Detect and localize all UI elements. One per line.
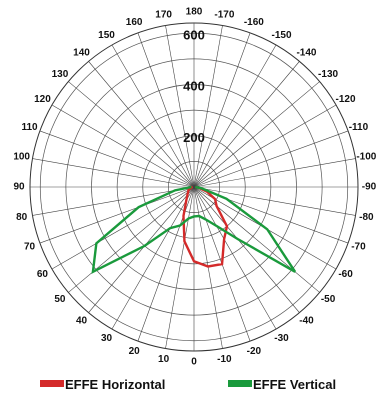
grid-spoke [32, 186, 195, 216]
angle-label: -80 [359, 212, 374, 223]
angle-label: -170 [214, 9, 234, 20]
grid-spoke [39, 130, 195, 188]
polar-grid [29, 22, 359, 352]
angle-label: -150 [271, 30, 291, 41]
radial-tick-label: 200 [183, 130, 205, 145]
angle-label: 10 [158, 354, 170, 365]
angle-label: 60 [37, 269, 49, 280]
grid-spoke [32, 158, 195, 188]
angle-label: 70 [24, 241, 36, 252]
grid-spoke [193, 130, 349, 188]
angle-label: -130 [318, 69, 338, 80]
grid-spoke [88, 61, 195, 188]
angle-label: 30 [101, 333, 113, 344]
angle-label: -140 [296, 48, 316, 59]
angle-label: -10 [217, 354, 232, 365]
angle-label: 110 [21, 122, 38, 133]
grid-spoke [193, 186, 223, 349]
legend-label: EFFE Horizontal [65, 377, 165, 392]
grid-spoke [111, 186, 195, 330]
angle-label: -160 [244, 17, 264, 28]
series-line-effe-horizontal [182, 185, 229, 268]
grid-spoke [88, 186, 195, 313]
angle-label: 40 [76, 316, 88, 327]
grid-spoke [68, 186, 195, 293]
grid-spoke [193, 61, 300, 188]
angle-label: -120 [336, 94, 356, 105]
angle-label: 120 [34, 94, 51, 105]
angle-label: 150 [98, 30, 115, 41]
angle-label: -20 [247, 346, 262, 357]
angle-label: 90 [13, 182, 25, 193]
angle-label: 130 [52, 69, 69, 80]
legend: EFFE Horizontal EFFE Vertical [40, 377, 336, 392]
angle-labels: 1801701601501401301201101009080706050403… [13, 7, 376, 368]
radial-labels: 200 400 600 [183, 27, 205, 145]
angle-label: -100 [356, 151, 376, 162]
grid-spoke [111, 44, 195, 188]
grid-spoke [165, 25, 195, 188]
grid-spoke [193, 32, 251, 188]
legend-swatch [40, 380, 64, 387]
angle-label: -90 [362, 182, 377, 193]
grid-spoke [193, 186, 320, 293]
angle-label: 50 [54, 294, 66, 305]
angle-label: -110 [349, 122, 369, 133]
grid-spoke [51, 186, 195, 270]
legend-swatch [228, 380, 252, 387]
grid-spoke [137, 32, 195, 188]
grid-spoke [68, 81, 195, 188]
radial-tick-label: 600 [183, 27, 205, 42]
grid-spoke [193, 158, 356, 188]
grid-spoke [193, 25, 223, 188]
angle-label: 160 [126, 17, 143, 28]
grid-spoke [193, 81, 320, 188]
angle-label: 100 [13, 151, 30, 162]
grid-spoke [193, 186, 356, 216]
angle-label: -30 [274, 333, 289, 344]
radial-tick-label: 400 [183, 79, 205, 94]
angle-label: 140 [73, 48, 90, 59]
grid-spoke [193, 186, 277, 330]
grid-spoke [193, 104, 337, 188]
angle-label: 180 [186, 7, 203, 18]
angle-label: -50 [321, 294, 336, 305]
angle-label: 170 [155, 9, 172, 20]
angle-label: -40 [299, 316, 314, 327]
grid-spoke [39, 186, 195, 244]
angle-label: -70 [351, 241, 366, 252]
grid-spoke [193, 44, 277, 188]
legend-label: EFFE Vertical [253, 377, 336, 392]
angle-label: 20 [129, 346, 141, 357]
angle-label: -60 [338, 269, 353, 280]
grid-spoke [165, 186, 195, 349]
grid-spoke [51, 104, 195, 188]
angle-label: 0 [191, 357, 197, 368]
grid-spoke [193, 186, 300, 313]
angle-label: 80 [16, 212, 28, 223]
series-lines [91, 185, 297, 274]
